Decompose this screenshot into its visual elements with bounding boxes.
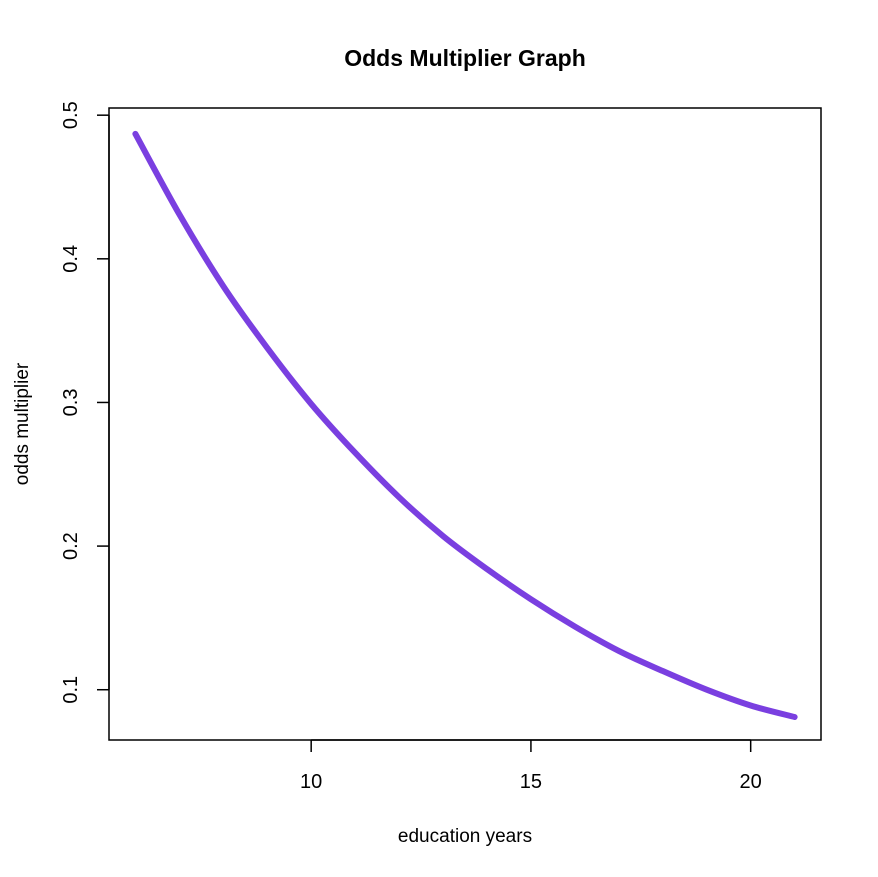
chart-title: Odds Multiplier Graph xyxy=(344,45,586,71)
plot-frame xyxy=(108,107,822,741)
y-tick-label: 0.3 xyxy=(60,389,82,417)
y-axis-label: odds multiplier xyxy=(12,362,33,485)
y-tick-label: 0.4 xyxy=(60,245,82,273)
x-axis-label: education years xyxy=(398,826,532,847)
y-tick-label: 0.5 xyxy=(60,101,82,129)
y-axis: 0.1 0.2 0.3 0.4 0.5 xyxy=(60,101,110,704)
y-tick-label: 0.1 xyxy=(60,676,82,704)
x-tick-label: 20 xyxy=(740,771,762,793)
x-axis: 10 15 20 xyxy=(300,739,762,793)
x-tick-label: 10 xyxy=(300,771,322,793)
y-tick-label: 0.2 xyxy=(60,532,82,560)
x-tick-label: 15 xyxy=(520,771,542,793)
series-line xyxy=(132,130,798,721)
